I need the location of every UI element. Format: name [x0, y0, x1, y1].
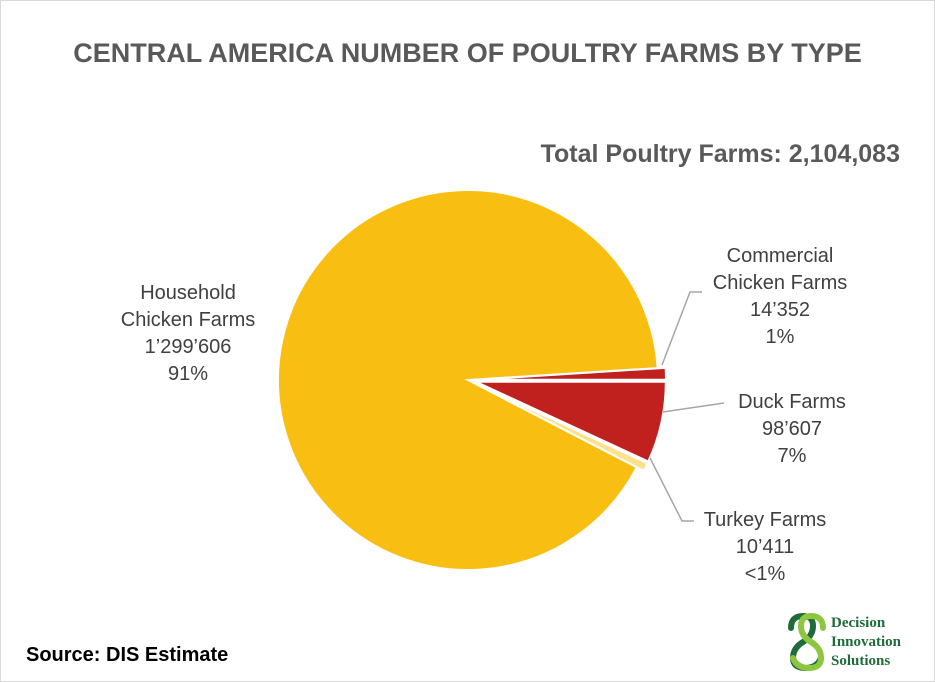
slice-label-turkey: Turkey Farms 10’411 <1%: [690, 507, 840, 588]
slice-household: [277, 189, 659, 571]
label-value: 98’607: [761, 418, 823, 440]
company-logo: Decision Innovation Solutions: [785, 612, 925, 674]
slice-label-household: Household Chicken Farms 1’299’606 91%: [118, 280, 258, 388]
logo-line: Decision: [831, 615, 886, 631]
label-percent: 7%: [777, 445, 807, 467]
label-name: Household: [140, 282, 236, 304]
leader-line-duck: [662, 402, 725, 413]
label-name: Commercial: [726, 245, 834, 267]
slice-label-commercial: Commercial Chicken Farms 14’352 1%: [700, 243, 860, 351]
slice-turkey: [474, 382, 649, 473]
label-value: 14’352: [749, 299, 811, 321]
label-name: Turkey Farms: [703, 509, 827, 531]
label-value: 10’411: [735, 536, 795, 558]
label-percent: 1%: [765, 326, 795, 348]
logo-line: Solutions: [831, 653, 891, 669]
chart-subtitle: Total Poultry Farms: 2,104,083: [540, 140, 900, 168]
leader-line-turkey: [649, 457, 694, 522]
slice-label-duck: Duck Farms 98’607 7%: [722, 389, 862, 470]
slice-commercial: [475, 366, 667, 381]
logo-text: Decision Innovation Solutions: [831, 614, 901, 671]
knot-logo-icon: [788, 612, 826, 672]
label-value: 1’299’606: [144, 336, 232, 358]
label-name: Chicken Farms: [120, 309, 256, 331]
label-percent: 91%: [167, 363, 209, 385]
chart-title: CENTRAL AMERICA NUMBER OF POULTRY FARMS …: [73, 38, 862, 68]
slice-duck: [475, 380, 667, 463]
label-name: Duck Farms: [738, 391, 846, 413]
logo-line: Innovation: [831, 634, 902, 650]
leader-line-commercial: [661, 291, 702, 366]
leader-lines: [649, 291, 725, 522]
label-name: Chicken Farms: [712, 272, 848, 294]
label-percent: <1%: [744, 563, 786, 585]
pie-slices: [277, 189, 667, 571]
source-note: Source: DIS Estimate: [26, 644, 229, 666]
